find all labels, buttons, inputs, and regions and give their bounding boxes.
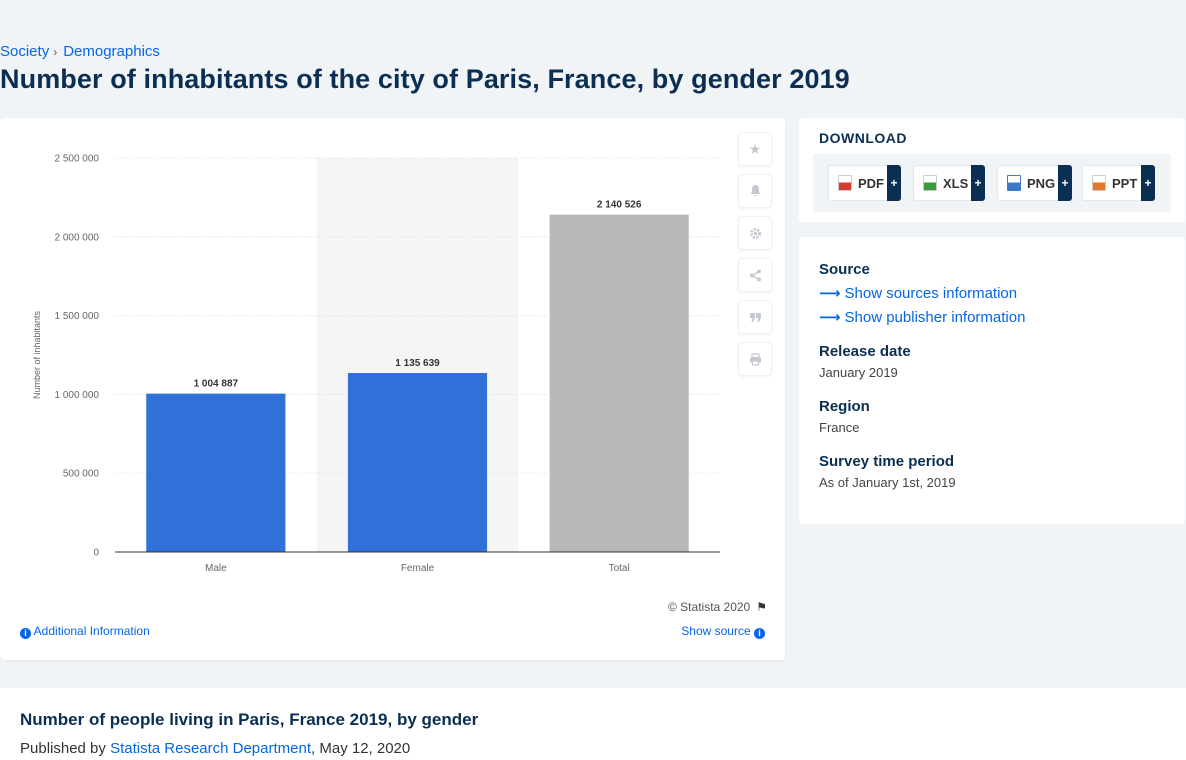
description-card: Number of people living in Paris, France… (0, 688, 1186, 760)
copyright: © Statista 2020 ⚑ (668, 600, 767, 614)
download-png-label: PNG (1027, 175, 1056, 191)
share-icon[interactable] (738, 258, 772, 292)
show-publisher-link[interactable]: ⟶ Show publisher information (819, 308, 1025, 326)
additional-information-link[interactable]: i Additional Information (20, 624, 150, 639)
description-title: Number of people living in Paris, France… (20, 710, 479, 729)
show-publisher-label: Show publisher information (844, 309, 1026, 326)
download-xls-label: XLS (943, 175, 969, 191)
bar (549, 214, 689, 552)
survey-period-value: As of January 1st, 2019 (819, 475, 956, 490)
flag-icon[interactable]: ⚑ (756, 600, 767, 614)
published-by: Published by Statista Research Departmen… (20, 740, 410, 757)
published-date: , May 12, 2020 (311, 740, 411, 757)
download-pdf-button[interactable]: PDF + (828, 165, 901, 201)
y-tick-label: 2 000 000 (55, 232, 100, 243)
x-tick-label: Total (609, 563, 630, 574)
bar (146, 393, 286, 552)
bell-icon[interactable] (738, 174, 772, 208)
plus-icon: + (1141, 165, 1155, 201)
additional-information-label: Additional Information (33, 624, 150, 638)
pdf-file-icon (838, 175, 852, 191)
y-tick-label: 500 000 (63, 469, 100, 480)
arrow-right-icon: ⟶ (819, 309, 841, 326)
release-date-label: Release date (819, 343, 911, 360)
download-ppt-label: PPT (1112, 175, 1138, 191)
show-sources-label: Show sources information (844, 285, 1018, 302)
y-tick-label: 2 500 000 (55, 154, 100, 165)
download-buttons: PDF + XLS + PNG + PPT + (813, 154, 1171, 212)
x-tick-label: Male (205, 563, 227, 574)
statistic-details: Source ⟶ Show sources information ⟶ Show p… (799, 237, 1185, 524)
bar (347, 373, 488, 552)
arrow-right-icon: ⟶ (819, 285, 841, 302)
show-source-label: Show source (681, 624, 751, 638)
region-label: Region (819, 398, 870, 415)
plus-icon: + (887, 165, 901, 201)
y-axis-label: Number of inhabitants (32, 310, 42, 399)
bar-value-label: 2 140 526 (597, 200, 642, 211)
publisher-link[interactable]: Statista Research Department (110, 740, 312, 757)
breadcrumb-demographics[interactable]: Demographics (63, 43, 160, 60)
release-date-value: January 2019 (819, 365, 898, 380)
y-tick-label: 1 000 000 (55, 390, 100, 401)
plus-icon: + (1058, 165, 1072, 201)
top-bar (0, 0, 1186, 38)
chart-card: 0 500 000 1 000 000 1 500 000 2 000 000 2 500… (0, 118, 785, 660)
xls-file-icon (923, 175, 937, 191)
quote-icon[interactable] (738, 300, 772, 334)
download-ppt-button[interactable]: PPT + (1082, 165, 1155, 201)
page-title: Number of inhabitants of the city of Par… (0, 64, 850, 94)
info-icon: i (20, 628, 31, 639)
plus-icon: + (971, 165, 985, 201)
star-icon[interactable]: ★ (738, 132, 772, 166)
chart-tools: ★ (738, 132, 772, 384)
copyright-text: © Statista 2020 (668, 600, 751, 614)
source-label: Source (819, 261, 870, 278)
print-icon[interactable] (738, 342, 772, 376)
bar-value-label: 1 135 639 (395, 358, 440, 369)
chevron-right-icon: › (53, 45, 58, 59)
download-panel: DOWNLOAD PDF + XLS + PNG + PPT + (799, 118, 1185, 222)
download-pdf-label: PDF (858, 175, 884, 191)
show-source-link[interactable]: Show source i (681, 624, 765, 639)
published-prefix: Published by (20, 740, 106, 757)
show-sources-link[interactable]: ⟶ Show sources information (819, 284, 1017, 302)
ppt-file-icon (1092, 175, 1106, 191)
download-png-button[interactable]: PNG + (997, 165, 1072, 201)
breadcrumb: Society › Demographics (0, 43, 160, 60)
y-tick-label: 0 (93, 548, 99, 559)
bar-value-label: 1 004 887 (194, 379, 239, 390)
region-value: France (819, 420, 860, 435)
y-tick-label: 1 500 000 (55, 311, 100, 322)
breadcrumb-society[interactable]: Society (0, 43, 50, 60)
x-tick-label: Female (401, 563, 435, 574)
bar-chart: 0 500 000 1 000 000 1 500 000 2 000 000 2 500… (32, 154, 720, 574)
survey-period-label: Survey time period (819, 453, 955, 470)
download-title: DOWNLOAD (819, 130, 907, 146)
info-icon: i (754, 628, 765, 639)
png-file-icon (1007, 175, 1021, 191)
download-xls-button[interactable]: XLS + (913, 165, 985, 201)
gear-icon[interactable] (738, 216, 772, 250)
